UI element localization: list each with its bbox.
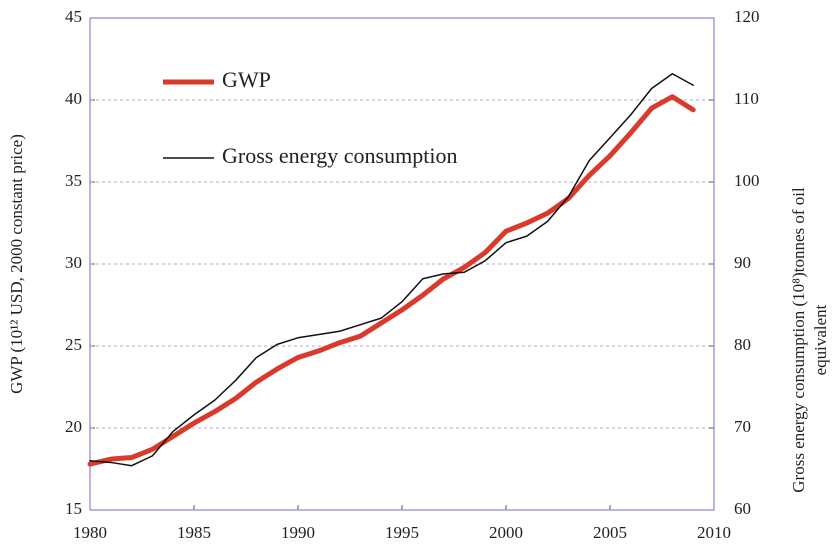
y-tick-label: 15 bbox=[65, 499, 82, 518]
y2-tick-label: 90 bbox=[734, 253, 751, 272]
y2-tick-label: 70 bbox=[734, 417, 751, 436]
y-tick-label: 25 bbox=[65, 335, 82, 354]
y-tick-label: 40 bbox=[65, 89, 82, 108]
x-tick-label: 1990 bbox=[281, 523, 315, 542]
series-line bbox=[87, 94, 696, 467]
y-tick-label: 20 bbox=[65, 417, 82, 436]
series-line bbox=[89, 73, 694, 467]
x-tick-label: 1995 bbox=[385, 523, 419, 542]
legend-label: Gross energy consumption bbox=[222, 143, 457, 168]
legend-label: GWP bbox=[222, 67, 271, 92]
y-tick-label: 35 bbox=[65, 171, 82, 190]
y2-tick-label: 100 bbox=[734, 171, 760, 190]
y2-tick-label: 80 bbox=[734, 335, 751, 354]
y2-axis-label: Gross energy consumption (10⁸)tonnes of … bbox=[789, 187, 808, 493]
plot-border bbox=[89, 17, 715, 511]
y2-axis-label: equivalent bbox=[811, 304, 830, 375]
x-tick-label: 1980 bbox=[73, 523, 107, 542]
x-tick-label: 1985 bbox=[177, 523, 211, 542]
x-tick-label: 2010 bbox=[697, 523, 731, 542]
y2-tick-label: 60 bbox=[734, 499, 751, 518]
y2-tick-label: 120 bbox=[734, 7, 760, 26]
y2-tick-label: 110 bbox=[734, 89, 759, 108]
x-tick-label: 2000 bbox=[489, 523, 523, 542]
y-tick-label: 45 bbox=[65, 7, 82, 26]
y-tick-label: 30 bbox=[65, 253, 82, 272]
y-axis-label: GWP (10¹² USD, 2000 constant price) bbox=[7, 134, 26, 394]
x-tick-label: 2005 bbox=[593, 523, 627, 542]
